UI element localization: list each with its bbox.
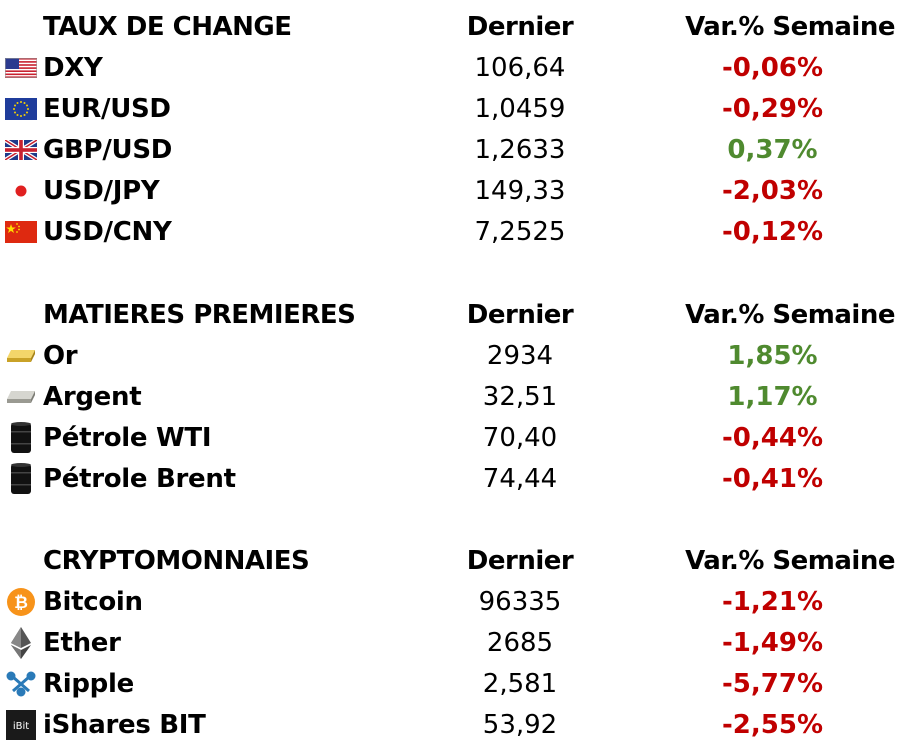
table-row: Pétrole Brent 74,44 -0,41% <box>0 459 900 500</box>
last-value: 70,40 <box>482 423 558 453</box>
oil-barrel-icon <box>4 422 37 453</box>
ethereum-icon <box>4 627 37 659</box>
column-header-var: Var.% Semaine <box>685 12 895 42</box>
weekly-change: 0,37% <box>727 135 818 165</box>
asset-name: USD/CNY <box>43 217 172 247</box>
eu-flag-icon <box>4 95 37 123</box>
section-header: MATIERES PREMIERES Dernier Var.% Semaine <box>0 295 900 336</box>
asset-name: Bitcoin <box>43 587 143 617</box>
asset-name: DXY <box>43 53 103 83</box>
asset-name: Ether <box>43 628 121 658</box>
last-value: 2,581 <box>482 669 558 699</box>
weekly-change: -0,29% <box>722 94 823 124</box>
column-header-last: Dernier <box>466 12 574 42</box>
last-value: 1,2633 <box>474 135 566 165</box>
last-value: 106,64 <box>474 53 566 83</box>
section-title: CRYPTOMONNAIES <box>43 546 310 576</box>
asset-name: GBP/USD <box>43 135 173 165</box>
column-header-last: Dernier <box>466 300 574 330</box>
last-value: 1,0459 <box>474 94 566 124</box>
last-value: 96335 <box>478 587 562 617</box>
weekly-change: -0,44% <box>722 423 823 453</box>
silver-bar-icon <box>4 383 37 411</box>
us-flag-icon <box>4 54 37 82</box>
bitcoin-icon: ₿ <box>4 588 37 616</box>
table-row: Pétrole WTI 70,40 -0,44% <box>0 418 900 459</box>
table-row: ₿ Bitcoin 96335 -1,21% <box>0 582 900 623</box>
weekly-change: -0,12% <box>722 217 823 247</box>
last-value: 7,2525 <box>474 217 566 247</box>
column-header-last: Dernier <box>466 546 574 576</box>
section-title: TAUX DE CHANGE <box>43 12 292 42</box>
asset-name: Ripple <box>43 669 134 699</box>
table-row: DXY 106,64 -0,06% <box>0 48 900 89</box>
table-row: USD/CNY 7,2525 -0,12% <box>0 212 900 253</box>
table-row: iBit iShares BIT 53,92 -2,55% <box>0 705 900 746</box>
last-value: 2685 <box>486 628 554 658</box>
weekly-change: -1,49% <box>722 628 823 658</box>
asset-name: iShares BIT <box>43 710 206 740</box>
weekly-change: -2,55% <box>722 710 823 740</box>
weekly-change: -0,06% <box>722 53 823 83</box>
table-row: Argent 32,51 1,17% <box>0 377 900 418</box>
asset-name: Or <box>43 341 78 371</box>
weekly-change: 1,17% <box>727 382 818 412</box>
oil-barrel-icon <box>4 463 37 494</box>
last-value: 53,92 <box>482 710 558 740</box>
section-header: TAUX DE CHANGE Dernier Var.% Semaine <box>0 7 900 48</box>
last-value: 2934 <box>486 341 554 371</box>
weekly-change: -2,03% <box>722 176 823 206</box>
weekly-change: -0,41% <box>722 464 823 494</box>
asset-name: USD/JPY <box>43 176 160 206</box>
weekly-change: -5,77% <box>722 669 823 699</box>
section-header: CRYPTOMONNAIES Dernier Var.% Semaine <box>0 541 900 582</box>
last-value: 32,51 <box>482 382 558 412</box>
asset-name: EUR/USD <box>43 94 171 124</box>
svg-text:₿: ₿ <box>14 593 28 613</box>
table-row: EUR/USD 1,0459 -0,29% <box>0 89 900 130</box>
table-row: Or 2934 1,85% <box>0 336 900 377</box>
last-value: 149,33 <box>474 176 566 206</box>
gold-bar-icon <box>4 342 37 370</box>
japan-flag-icon <box>4 177 37 205</box>
uk-flag-icon <box>4 136 37 164</box>
asset-name: Pétrole Brent <box>43 464 236 494</box>
column-header-var: Var.% Semaine <box>685 300 895 330</box>
column-header-var: Var.% Semaine <box>685 546 895 576</box>
weekly-change: 1,85% <box>727 341 818 371</box>
table-row: Ether 2685 -1,49% <box>0 623 900 664</box>
table-row: GBP/USD 1,2633 0,37% <box>0 130 900 171</box>
ripple-icon <box>4 670 37 698</box>
china-flag-icon <box>4 218 37 246</box>
table-row: Ripple 2,581 -5,77% <box>0 664 900 705</box>
ishares-logo-text: iBit <box>12 721 28 732</box>
last-value: 74,44 <box>482 464 558 494</box>
asset-name: Argent <box>43 382 142 412</box>
table-row: USD/JPY 149,33 -2,03% <box>0 171 900 212</box>
ishares-bit-icon: iBit <box>4 710 37 740</box>
weekly-change: -1,21% <box>722 587 823 617</box>
section-title: MATIERES PREMIERES <box>43 300 356 330</box>
asset-name: Pétrole WTI <box>43 423 212 453</box>
